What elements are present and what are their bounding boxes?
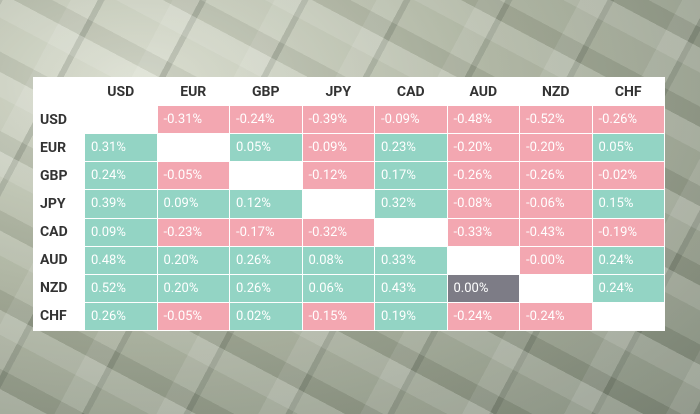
table-row: EUR 0.31% 0.05% -0.09% 0.23% -0.20% -0.20% 0.05… bbox=[33, 133, 665, 163]
empty-cell bbox=[591, 301, 665, 332]
row-header: AUD bbox=[33, 245, 85, 275]
change-cell: -0.33% bbox=[446, 217, 520, 247]
empty-cell bbox=[301, 189, 375, 219]
row-header: CHF bbox=[33, 301, 85, 332]
change-cell: -0.24% bbox=[519, 301, 593, 332]
change-cell: 0.17% bbox=[374, 161, 448, 191]
change-cell: -0.52% bbox=[519, 104, 593, 135]
table-row: NZD 0.52% 0.20% 0.26% 0.06% 0.43% 0.00% 0.24% bbox=[33, 273, 665, 303]
change-cell: 0.09% bbox=[156, 189, 230, 219]
corner-cell bbox=[33, 77, 85, 106]
change-cell: 0.39% bbox=[84, 189, 158, 219]
change-cell: -0.15% bbox=[301, 301, 375, 332]
change-cell: 0.24% bbox=[591, 245, 665, 275]
change-cell: -0.26% bbox=[446, 161, 520, 191]
change-cell: -0.12% bbox=[301, 161, 375, 191]
table-row: GBP 0.24% -0.05% -0.12% 0.17% -0.26% -0.26% -0.… bbox=[33, 161, 665, 191]
empty-cell bbox=[84, 104, 158, 135]
change-cell: -0.20% bbox=[446, 133, 520, 163]
change-cell: -0.09% bbox=[374, 104, 448, 135]
table-row: AUD 0.48% 0.20% 0.26% 0.08% 0.33% -0.00% 0.24% bbox=[33, 245, 665, 275]
change-cell: -0.43% bbox=[519, 217, 593, 247]
change-cell: -0.26% bbox=[519, 161, 593, 191]
change-cell: -0.48% bbox=[446, 104, 520, 135]
column-header: JPY bbox=[301, 77, 375, 106]
change-cell: 0.15% bbox=[591, 189, 665, 219]
row-header: NZD bbox=[33, 273, 85, 303]
column-header: AUD bbox=[446, 77, 520, 106]
empty-cell bbox=[374, 217, 448, 247]
row-header: JPY bbox=[33, 189, 85, 219]
change-cell: 0.31% bbox=[84, 133, 158, 163]
change-cell: 0.43% bbox=[374, 273, 448, 303]
change-cell: 0.02% bbox=[229, 301, 303, 332]
change-cell: 0.20% bbox=[156, 245, 230, 275]
change-cell: -0.20% bbox=[519, 133, 593, 163]
empty-cell bbox=[519, 273, 593, 303]
column-header: CHF bbox=[591, 77, 665, 106]
change-cell: -0.06% bbox=[519, 189, 593, 219]
table-row: USD -0.31% -0.24% -0.39% -0.09% -0.48% -0.52% -… bbox=[33, 104, 665, 135]
row-header: GBP bbox=[33, 161, 85, 191]
change-cell: 0.26% bbox=[84, 301, 158, 332]
change-cell: -0.05% bbox=[156, 161, 230, 191]
change-cell: -0.08% bbox=[446, 189, 520, 219]
change-cell: 0.06% bbox=[301, 273, 375, 303]
change-cell: 0.52% bbox=[84, 273, 158, 303]
table-row: CHF 0.26% -0.05% 0.02% -0.15% 0.19% -0.24% -0.2… bbox=[33, 301, 665, 332]
change-cell: 0.24% bbox=[84, 161, 158, 191]
column-header: USD bbox=[84, 77, 158, 106]
change-cell: 0.05% bbox=[229, 133, 303, 163]
empty-cell bbox=[446, 245, 520, 275]
change-cell: -0.17% bbox=[229, 217, 303, 247]
table-row: JPY 0.39% 0.09% 0.12% 0.32% -0.08% -0.06% 0.15% bbox=[33, 189, 665, 219]
column-header: NZD bbox=[519, 77, 593, 106]
empty-cell bbox=[156, 133, 230, 163]
change-cell: -0.05% bbox=[156, 301, 230, 332]
change-cell: -0.19% bbox=[591, 217, 665, 247]
change-cell: 0.32% bbox=[374, 189, 448, 219]
change-cell: -0.24% bbox=[229, 104, 303, 135]
header-row: USD EUR GBP JPY CAD AUD NZD CHF bbox=[33, 77, 665, 106]
column-header: GBP bbox=[229, 77, 303, 106]
change-cell: 0.26% bbox=[229, 245, 303, 275]
change-cell: -0.02% bbox=[591, 161, 665, 191]
table-row: CAD 0.09% -0.23% -0.17% -0.32% -0.33% -0.43% -0… bbox=[33, 217, 665, 247]
change-cell: 0.20% bbox=[156, 273, 230, 303]
change-cell: -0.39% bbox=[301, 104, 375, 135]
change-cell: 0.24% bbox=[591, 273, 665, 303]
change-cell: 0.19% bbox=[374, 301, 448, 332]
change-cell: -0.23% bbox=[156, 217, 230, 247]
change-cell: -0.09% bbox=[301, 133, 375, 163]
row-header: USD bbox=[33, 104, 85, 135]
change-cell: -0.31% bbox=[156, 104, 230, 135]
column-header: CAD bbox=[374, 77, 448, 106]
change-cell: -0.00% bbox=[519, 245, 593, 275]
change-cell: 0.26% bbox=[229, 273, 303, 303]
change-cell: 0.12% bbox=[229, 189, 303, 219]
change-cell: 0.48% bbox=[84, 245, 158, 275]
change-cell: 0.08% bbox=[301, 245, 375, 275]
empty-cell bbox=[229, 161, 303, 191]
change-cell: 0.05% bbox=[591, 133, 665, 163]
change-cell: 0.09% bbox=[84, 217, 158, 247]
row-header: CAD bbox=[33, 217, 85, 247]
column-header: EUR bbox=[156, 77, 230, 106]
change-cell: -0.32% bbox=[301, 217, 375, 247]
currency-heatmap: USD EUR GBP JPY CAD AUD NZD CHF USD -0.31% -0.24%… bbox=[33, 77, 665, 332]
row-header: EUR bbox=[33, 133, 85, 163]
change-cell: -0.24% bbox=[446, 301, 520, 332]
change-cell: 0.23% bbox=[374, 133, 448, 163]
change-cell: -0.26% bbox=[591, 104, 665, 135]
change-cell: 0.00% bbox=[446, 273, 520, 303]
change-cell: 0.33% bbox=[374, 245, 448, 275]
